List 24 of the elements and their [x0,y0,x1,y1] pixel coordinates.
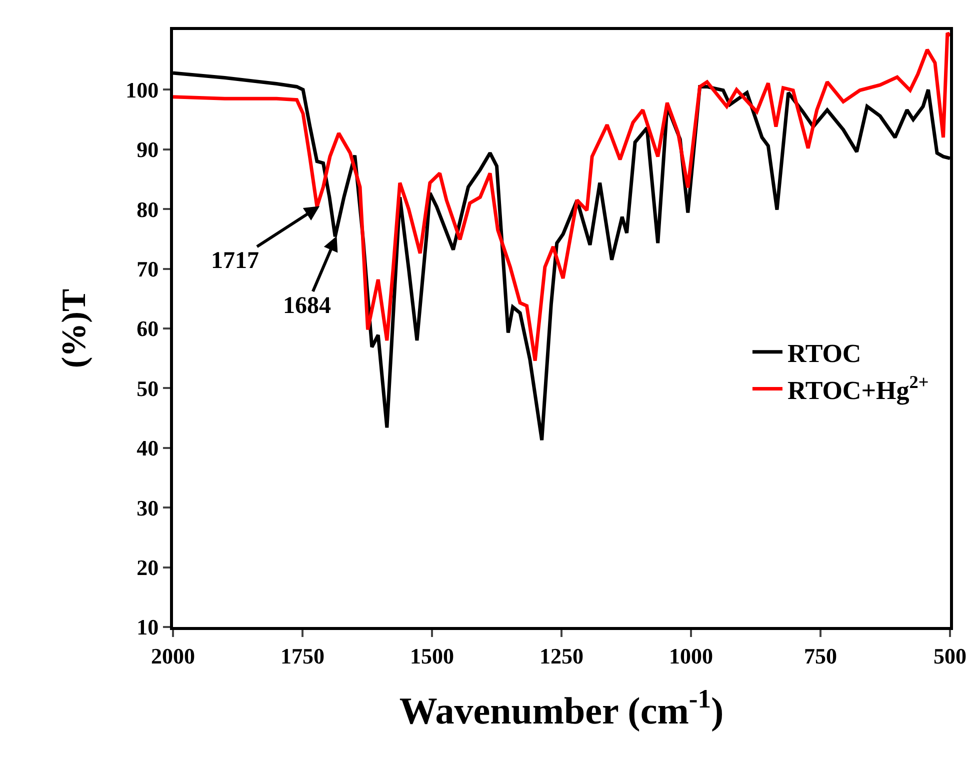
x-tick-label: 1750 [280,643,324,668]
y-tick-label: 80 [136,196,159,222]
y-tick-label: 20 [136,555,159,580]
legend-label: RTOC+Hg$^{2+}$ [787,372,929,405]
x-tick-label: 1250 [540,643,584,668]
line-series [173,31,950,362]
x-axis-title: Wavenumber (cm$^{-1}$) [399,684,724,732]
y-tick-label: 70 [136,256,159,282]
y-tick-label: 40 [136,436,159,461]
x-tick-label: 750 [804,643,837,668]
x-tick-label: 1000 [669,643,713,668]
y-tick-label: 50 [136,376,159,401]
x-tick-label: 2000 [151,643,195,668]
y-axis-title: (%)T [56,288,94,368]
x-tick-label: 1500 [410,643,454,668]
y-tick-label: 100 [126,77,159,102]
annotation: 1717 [211,248,259,274]
legend-label: RTOC [787,339,862,368]
y-tick-label: 90 [136,137,159,162]
y-tick-label: 30 [136,495,159,520]
y-tick-label: 10 [136,614,159,640]
x-tick-label: 500 [934,643,966,668]
y-tick-label: 60 [136,316,159,342]
annotation: 1684 [283,293,331,319]
